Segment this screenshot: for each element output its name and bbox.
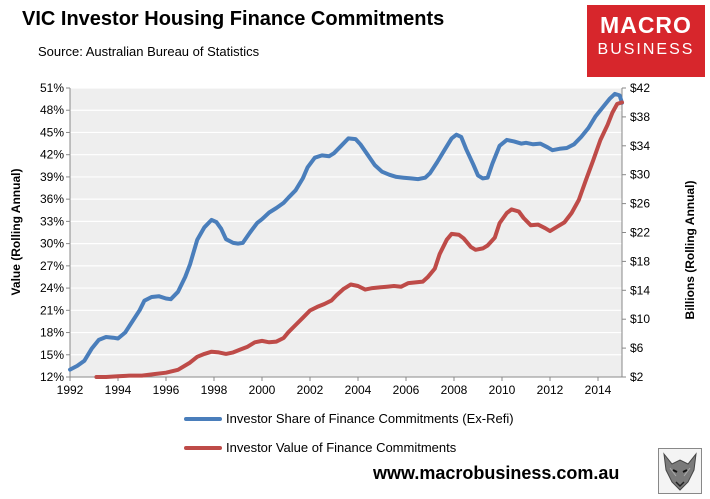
macrobusiness-logo: MACRO BUSINESS (587, 5, 705, 77)
y-left-tick-label: 15% (40, 348, 64, 362)
y-left-tick-label: 45% (40, 125, 64, 139)
legend-item-investor-share: Investor Share of Finance Commitments (E… (184, 411, 514, 426)
y-left-tick-label: 48% (40, 103, 64, 117)
x-tick-label: 1996 (153, 383, 180, 397)
x-tick-label: 2014 (585, 383, 612, 397)
x-tick-label: 2010 (489, 383, 516, 397)
wolf-emblem-icon (658, 448, 702, 494)
y-right-tick-label: $38 (630, 110, 650, 124)
series-line-investor-share (68, 91, 624, 372)
y-left-tick-label: 12% (40, 370, 64, 384)
x-tick-label: 2006 (393, 383, 420, 397)
y-right-tick-label: $34 (630, 139, 650, 153)
y-right-tick-label: $26 (630, 197, 650, 211)
x-tick-label: 1994 (105, 383, 132, 397)
y-left-tick-label: 51% (40, 81, 64, 95)
y-left-tick-label: 36% (40, 192, 64, 206)
series-line-investor-value (94, 100, 624, 379)
y-left-tick-label: 27% (40, 259, 64, 273)
y-left-tick-label: 39% (40, 170, 64, 184)
y-right-tick-label: $30 (630, 168, 650, 182)
logo-line-2: BUSINESS (597, 41, 695, 58)
y-right-tick-label: $2 (630, 370, 644, 384)
y-left-tick-label: 21% (40, 303, 64, 317)
y-left-tick-label: 33% (40, 214, 64, 228)
y-left-tick-label: 24% (40, 281, 64, 295)
plot-area (70, 88, 622, 377)
y-left-tick-label: 30% (40, 237, 64, 251)
y-left-tick-label: 42% (40, 148, 64, 162)
x-tick-label: 1998 (201, 383, 228, 397)
x-tick-label: 2000 (249, 383, 276, 397)
y-right-tick-label: $18 (630, 254, 650, 268)
x-tick-label: 2008 (441, 383, 468, 397)
x-tick-label: 2002 (297, 383, 324, 397)
logo-line-1: MACRO (600, 12, 692, 38)
y-right-tick-label: $10 (630, 312, 650, 326)
chart-title: VIC Investor Housing Finance Commitments (22, 8, 445, 30)
y-right-tick-label: $42 (630, 81, 650, 95)
y-right-tick-label: $14 (630, 283, 650, 297)
legend-label: Investor Value of Finance Commitments (226, 440, 457, 455)
y-axis-right-label: Billions (Rolling Annual) (683, 181, 697, 320)
x-tick-label: 2012 (537, 383, 564, 397)
y-right-tick-label: $22 (630, 226, 650, 240)
footer-url[interactable]: www.macrobusiness.com.au (373, 463, 620, 483)
x-tick-label: 2004 (345, 383, 372, 397)
legend-label: Investor Share of Finance Commitments (E… (226, 411, 514, 426)
y-axis-left-label: Value (Rolling Annual) (9, 169, 23, 296)
legend-item-investor-value: Investor Value of Finance Commitments (184, 440, 457, 455)
y-left-tick-label: 18% (40, 326, 64, 340)
chart-source: Source: Australian Bureau of Statistics (38, 44, 260, 59)
y-right-tick-label: $6 (630, 341, 644, 355)
x-tick-label: 1992 (57, 383, 84, 397)
